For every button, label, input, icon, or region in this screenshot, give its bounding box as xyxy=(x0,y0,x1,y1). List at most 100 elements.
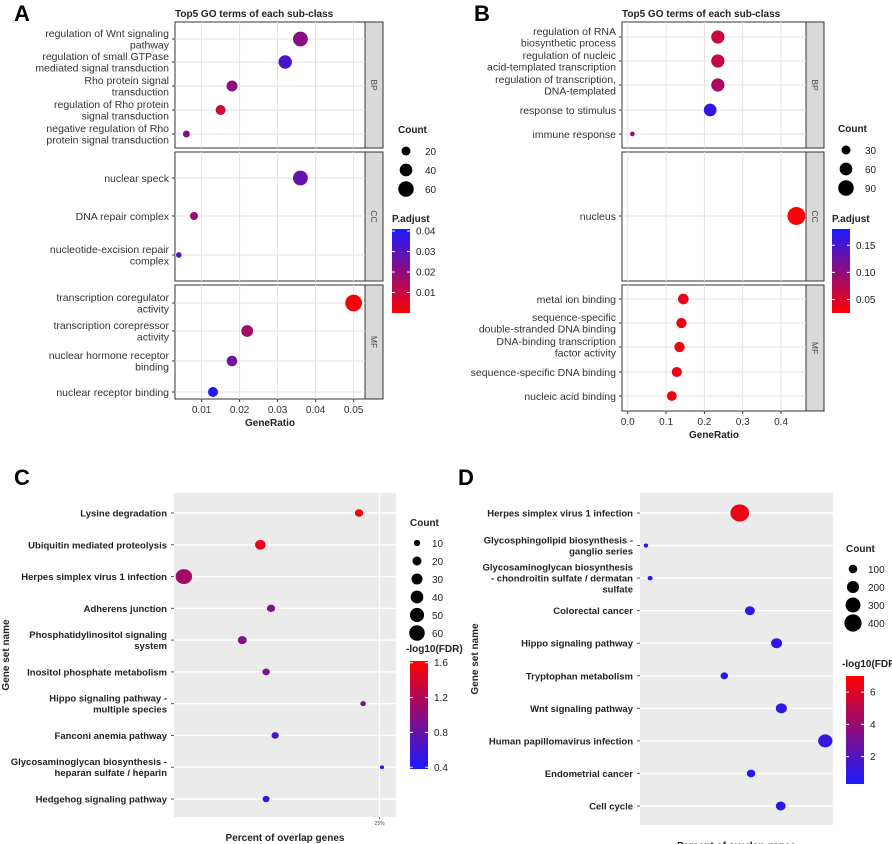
gene-set-label: heparan sulfate / heparin xyxy=(55,768,168,779)
term-label: biosynthetic process xyxy=(521,38,616,50)
facet-panel xyxy=(174,21,366,149)
colorbar-tick-label: 0.04 xyxy=(416,227,436,238)
data-point xyxy=(678,293,689,305)
term-label: DNA repair complex xyxy=(76,211,170,223)
term-label: activity xyxy=(137,332,170,344)
data-point xyxy=(775,801,786,811)
data-point xyxy=(292,31,308,47)
gene-set-label: Hippo signaling pathway xyxy=(521,639,634,650)
colorbar xyxy=(392,229,410,313)
chart-title: Top5 GO terms of each sub-class xyxy=(622,9,781,20)
size-legend-dot xyxy=(399,163,413,177)
size-legend-label: 200 xyxy=(868,583,885,594)
term-label: nuclear speck xyxy=(104,173,170,185)
data-point xyxy=(643,543,649,548)
x-tick-label: 25% xyxy=(375,821,386,827)
data-point xyxy=(292,170,308,186)
colorbar-tick-label: 0.05 xyxy=(856,295,876,306)
colorbar-tick-label: 0.8 xyxy=(434,728,448,739)
x-tick-label: 0.4 xyxy=(774,417,788,428)
size-legend-label: 20 xyxy=(425,147,437,158)
data-point xyxy=(254,539,266,550)
colorbar xyxy=(846,676,864,784)
data-point xyxy=(787,207,806,225)
colorbar-tick-label: 0.03 xyxy=(416,247,436,258)
size-legend-dot xyxy=(411,573,423,585)
data-point xyxy=(208,387,218,397)
data-point xyxy=(354,509,364,517)
gene-set-label: Herpes simplex virus 1 infection xyxy=(487,509,633,520)
panel-d-overlap-dotplot: Herpes simplex virus 1 infection Glycosph… xyxy=(470,493,892,844)
data-point xyxy=(647,575,653,581)
data-point xyxy=(175,252,182,258)
color-legend-title: P.adjust xyxy=(392,214,430,225)
term-label: regulation of small GTPase xyxy=(42,51,169,63)
term-label: sequence-specific DNA binding xyxy=(471,367,616,379)
size-legend-label: 40 xyxy=(425,166,437,177)
term-label: transcription coregulator xyxy=(56,292,169,304)
x-tick-label: 0.05 xyxy=(344,405,364,416)
gene-set-label: system xyxy=(134,641,167,652)
term-label: mediated signal transduction xyxy=(35,63,169,75)
size-legend-dot xyxy=(410,590,424,604)
panel-letter-d: D xyxy=(458,465,474,490)
panel-b-go-dotplot: Top5 GO terms of each sub-class BP regulat… xyxy=(471,9,877,441)
data-point xyxy=(676,317,687,329)
color-legend-title: -log10(FDR) xyxy=(842,659,892,670)
panel-a-go-dotplot: Top5 GO terms of each sub-class BP regulat… xyxy=(35,9,436,429)
gene-set-label: Colorectal cancer xyxy=(553,606,633,617)
size-legend-label: 40 xyxy=(432,593,444,604)
plot-background xyxy=(640,493,833,825)
term-label: nucleic acid binding xyxy=(524,391,616,403)
term-label: nuclear receptor binding xyxy=(56,387,169,399)
x-axis-title: GeneRatio xyxy=(689,430,739,441)
data-point xyxy=(266,604,276,613)
term-label: regulation of transcription, xyxy=(495,74,616,86)
size-legend-dot xyxy=(838,180,854,196)
term-label: double-stranded DNA binding xyxy=(479,324,616,336)
term-label: factor activity xyxy=(555,348,617,360)
x-tick-label: 0.02 xyxy=(230,405,250,416)
x-tick-label: 0.1 xyxy=(659,417,673,428)
facet-strip xyxy=(364,21,384,149)
gene-set-label: Human papillomavirus infection xyxy=(489,736,633,747)
term-label: regulation of RNA xyxy=(533,26,616,38)
plot-background xyxy=(174,493,396,817)
size-legend-dot xyxy=(409,607,425,623)
data-point xyxy=(262,668,270,676)
term-label: nuclear hormone receptor xyxy=(49,350,170,362)
data-point xyxy=(746,769,756,778)
data-point xyxy=(278,55,292,69)
gene-set-label: Tryptophan metabolism xyxy=(526,671,633,682)
size-legend-label: 30 xyxy=(432,575,444,586)
panel-letter-b: B xyxy=(474,1,490,26)
gene-set-label: Adherens junction xyxy=(84,604,168,615)
data-point xyxy=(226,355,238,367)
term-label: sequence-specific xyxy=(532,312,616,324)
data-point xyxy=(775,703,787,714)
data-point xyxy=(237,636,247,645)
term-label: activity xyxy=(137,304,170,316)
x-axis-title: GeneRatio xyxy=(245,418,295,429)
term-label: regulation of Wnt signaling xyxy=(45,28,169,40)
gene-set-label: Cell cycle xyxy=(589,802,633,813)
colorbar-tick-label: 0.02 xyxy=(416,268,436,279)
data-point xyxy=(818,734,833,748)
size-legend-dot xyxy=(398,181,414,197)
size-legend-label: 100 xyxy=(868,565,885,576)
colorbar-tick-label: 4 xyxy=(870,720,876,731)
term-label: DNA-binding transcription xyxy=(496,336,616,348)
colorbar-tick-label: 6 xyxy=(870,688,876,699)
data-point xyxy=(262,795,270,803)
data-point xyxy=(703,103,717,117)
data-point xyxy=(730,504,750,522)
y-axis-title: Gene set name xyxy=(470,623,481,695)
gene-set-label: Fanconi anemia pathway xyxy=(55,731,168,742)
gene-set-label: Glycosphingolipid biosynthesis - xyxy=(484,536,633,547)
size-legend-dot xyxy=(845,597,861,613)
facet-panel xyxy=(174,284,366,400)
size-legend-dot xyxy=(409,625,425,641)
color-legend-title: P.adjust xyxy=(832,214,870,225)
facet-strip-label: BP xyxy=(369,79,379,91)
term-label: acid-templated transcription xyxy=(487,62,616,74)
